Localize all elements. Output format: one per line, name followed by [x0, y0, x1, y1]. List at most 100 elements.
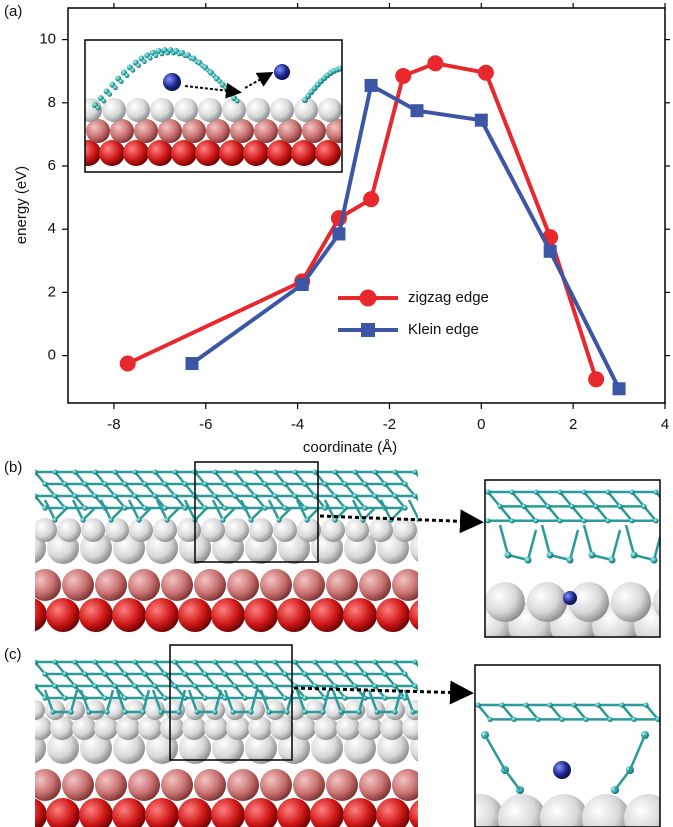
- atom: [57, 518, 81, 542]
- carbon-atom: [619, 702, 624, 707]
- carbon-atom: [402, 481, 407, 486]
- atom: [254, 119, 278, 143]
- atom: [134, 119, 158, 143]
- carbon-atom: [92, 469, 97, 474]
- carbon-atom: [102, 695, 107, 700]
- y-axis-title: energy (eV): [13, 166, 30, 244]
- atom: [225, 700, 245, 720]
- carbon-atom: [352, 659, 357, 664]
- carbon-atom: [172, 493, 177, 498]
- y-tick-label: 10: [39, 31, 56, 48]
- carbon-atom: [428, 709, 433, 714]
- figure: -8-6-4-20240246810zigzag edgeKlein edge …: [0, 0, 673, 827]
- atom: [46, 798, 80, 827]
- carbon-atom: [292, 469, 297, 474]
- atom: [409, 798, 443, 827]
- carbon-atom: [312, 469, 317, 474]
- atom: [222, 98, 246, 122]
- carbon-atom: [410, 709, 415, 714]
- atom: [25, 700, 45, 720]
- carbon-atom: [142, 505, 147, 510]
- atom: [198, 98, 222, 122]
- carbon-atom: [104, 709, 109, 714]
- carbon-atom: [402, 505, 407, 510]
- carbon-atom: [192, 659, 197, 664]
- atom: [147, 140, 173, 166]
- carbon-atom: [272, 659, 277, 664]
- carbon-atom: [475, 702, 480, 707]
- atom: [123, 140, 149, 166]
- carbon-atom: [102, 671, 107, 676]
- carbon-atom: [533, 518, 538, 523]
- carbon-atom: [332, 517, 337, 522]
- carbon-atom: [266, 709, 271, 714]
- bond: [381, 500, 391, 520]
- carbon-atom: [212, 683, 217, 688]
- atom: [244, 798, 278, 827]
- carbon-atom: [412, 469, 417, 474]
- atom: [194, 569, 226, 601]
- carbon-atom: [653, 489, 658, 494]
- carbon-atom: [148, 56, 153, 61]
- marker-circle: [120, 356, 136, 372]
- carbon-atom: [631, 717, 636, 722]
- carbon-atom: [62, 671, 67, 676]
- carbon-atom: [32, 469, 37, 474]
- carbon-atom: [248, 517, 253, 522]
- carbon-atom: [52, 469, 57, 474]
- atom: [277, 598, 311, 632]
- carbon-atom: [557, 518, 562, 523]
- atom: [293, 769, 325, 801]
- carbon-atom: [262, 481, 267, 486]
- carbon-atom: [242, 481, 247, 486]
- carbon-atom: [222, 481, 227, 486]
- legend-marker: [360, 290, 377, 307]
- carbon-atom: [82, 481, 87, 486]
- carbon-atom: [252, 469, 257, 474]
- carbon-atom: [372, 683, 377, 688]
- atom: [226, 716, 250, 740]
- y-tick-label: 8: [48, 94, 56, 111]
- atom: [206, 119, 230, 143]
- metal-atom: [163, 73, 181, 91]
- atom: [29, 769, 61, 801]
- carbon-atom: [248, 709, 253, 714]
- carbon-atom: [252, 493, 257, 498]
- carbon-atom: [629, 518, 634, 523]
- carbon-atom: [338, 709, 343, 714]
- atom: [95, 569, 127, 601]
- carbon-atom: [262, 671, 267, 676]
- carbon-atom: [631, 552, 638, 559]
- carbon-atom: [374, 709, 379, 714]
- panel-label: (c): [4, 646, 22, 663]
- y-tick-label: 6: [48, 157, 56, 174]
- carbon-atom: [352, 683, 357, 688]
- atom: [326, 769, 358, 801]
- carbon-atom: [82, 671, 87, 676]
- atom: [219, 140, 245, 166]
- carbon-atom: [152, 493, 157, 498]
- carbon-atom: [382, 671, 387, 676]
- atom: [62, 769, 94, 801]
- atom: [177, 518, 201, 542]
- carbon-atom: [312, 659, 317, 664]
- x-tick-label: 0: [477, 416, 485, 433]
- atom: [194, 769, 226, 801]
- carbon-atom: [112, 683, 117, 688]
- carbon-atom: [242, 671, 247, 676]
- carbon-atom: [292, 659, 297, 664]
- atom: [527, 582, 567, 622]
- carbon-atom: [142, 481, 147, 486]
- legend-marker: [361, 323, 375, 337]
- carbon-atom: [162, 671, 167, 676]
- x-axis-title: coordinate (Å): [303, 439, 397, 456]
- marker-square: [185, 357, 198, 370]
- marker-square: [296, 278, 309, 291]
- atom: [46, 598, 80, 632]
- atom: [227, 769, 259, 801]
- carbon-atom: [72, 683, 77, 688]
- marker-circle: [427, 55, 443, 71]
- atom: [211, 798, 245, 827]
- carbon-atom: [567, 557, 574, 564]
- atom: [161, 569, 193, 601]
